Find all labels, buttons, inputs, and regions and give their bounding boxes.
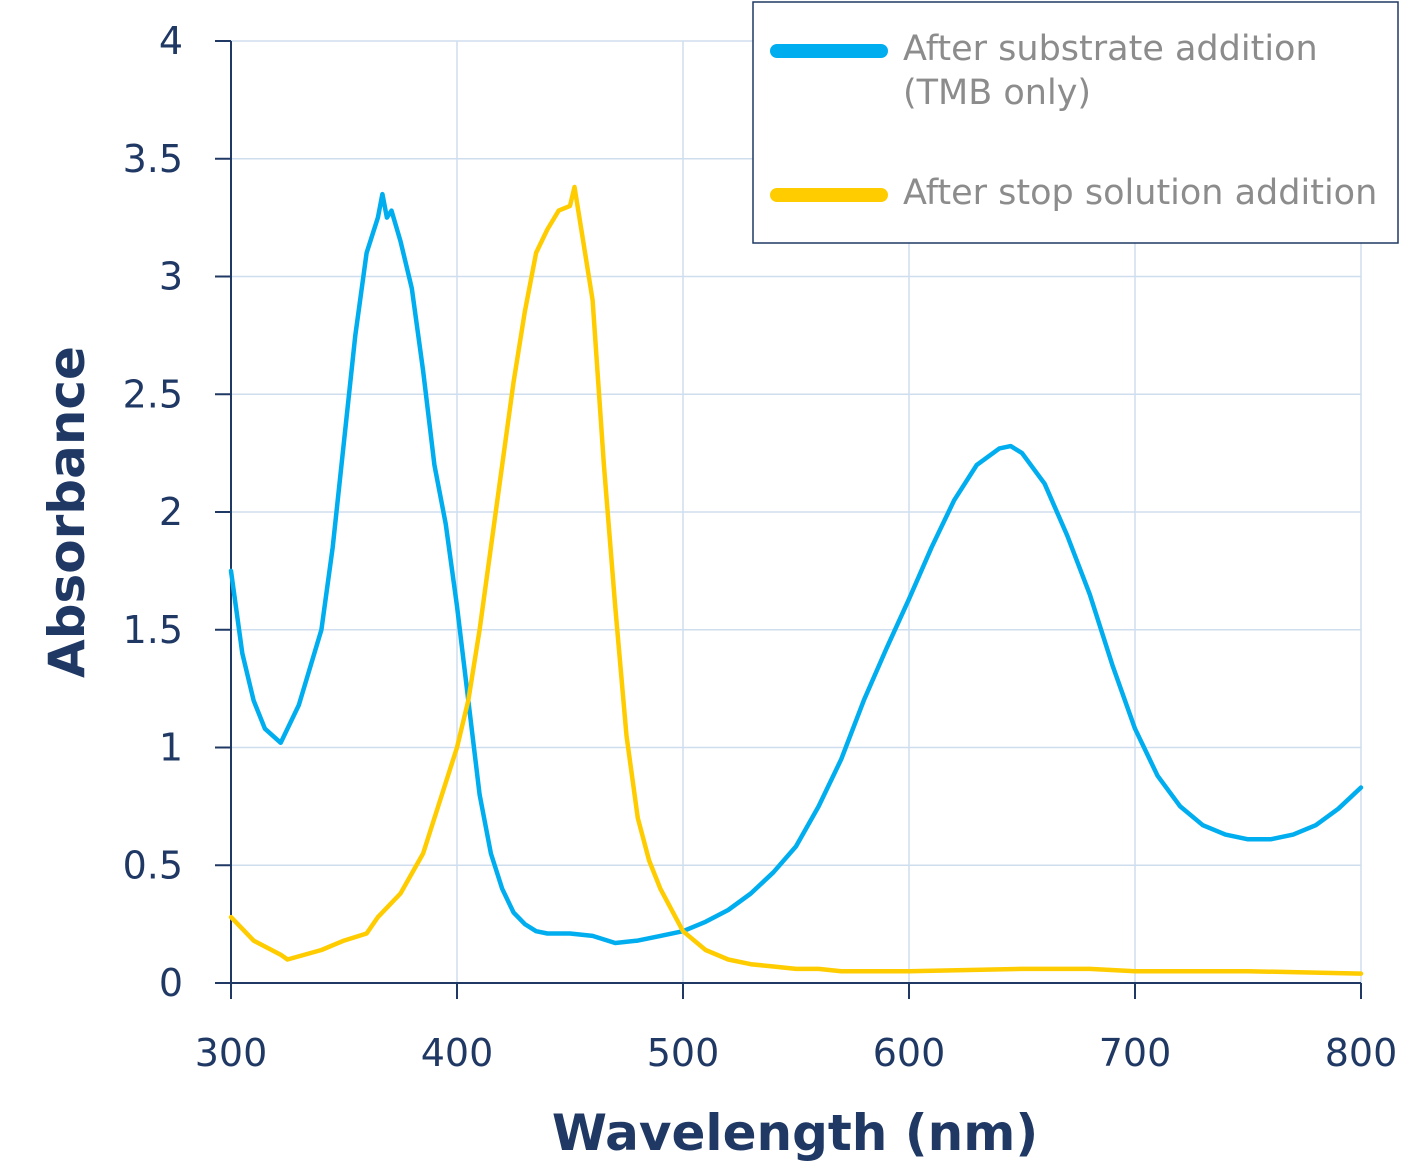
series-line-2 — [228, 184, 1364, 976]
x-tick-label: 700 — [1099, 1031, 1172, 1075]
series-line-1 — [228, 191, 1364, 946]
y-tick-label: 0.5 — [123, 843, 183, 887]
series-lines — [228, 184, 1364, 976]
tick-labels: 0 0.5 1 1.5 2 2.5 3 3.5 4 300 400 500 600 700 800 — [123, 19, 1398, 1075]
y-tick-label: 1.5 — [123, 608, 183, 652]
x-axis-title: Wavelength (nm) — [552, 1104, 1038, 1162]
x-tick-label: 800 — [1325, 1031, 1398, 1075]
x-tick-label: 400 — [421, 1031, 494, 1075]
x-tick-label: 600 — [873, 1031, 946, 1075]
y-tick-label: 2.5 — [123, 372, 183, 416]
y-tick-label: 3.5 — [123, 137, 183, 181]
legend-label-1: (TMB only) — [903, 73, 1091, 113]
legend: After substrate addition(TMB only) After … — [752, 1, 1399, 244]
axes — [215, 40, 1362, 999]
legend-box — [752, 1, 1399, 244]
x-tick-label: 500 — [647, 1031, 720, 1075]
legend-label-1: After substrate addition — [903, 29, 1318, 69]
y-tick-label: 4 — [159, 19, 183, 63]
y-tick-label: 1 — [159, 726, 183, 770]
x-tick-label: 300 — [195, 1031, 268, 1075]
y-tick-label: 3 — [159, 255, 183, 299]
y-axis-title: Absorbance — [38, 346, 96, 678]
legend-label-2: After stop solution addition — [903, 173, 1377, 213]
y-tick-label: 0 — [159, 961, 183, 1005]
y-tick-label: 2 — [159, 490, 183, 534]
